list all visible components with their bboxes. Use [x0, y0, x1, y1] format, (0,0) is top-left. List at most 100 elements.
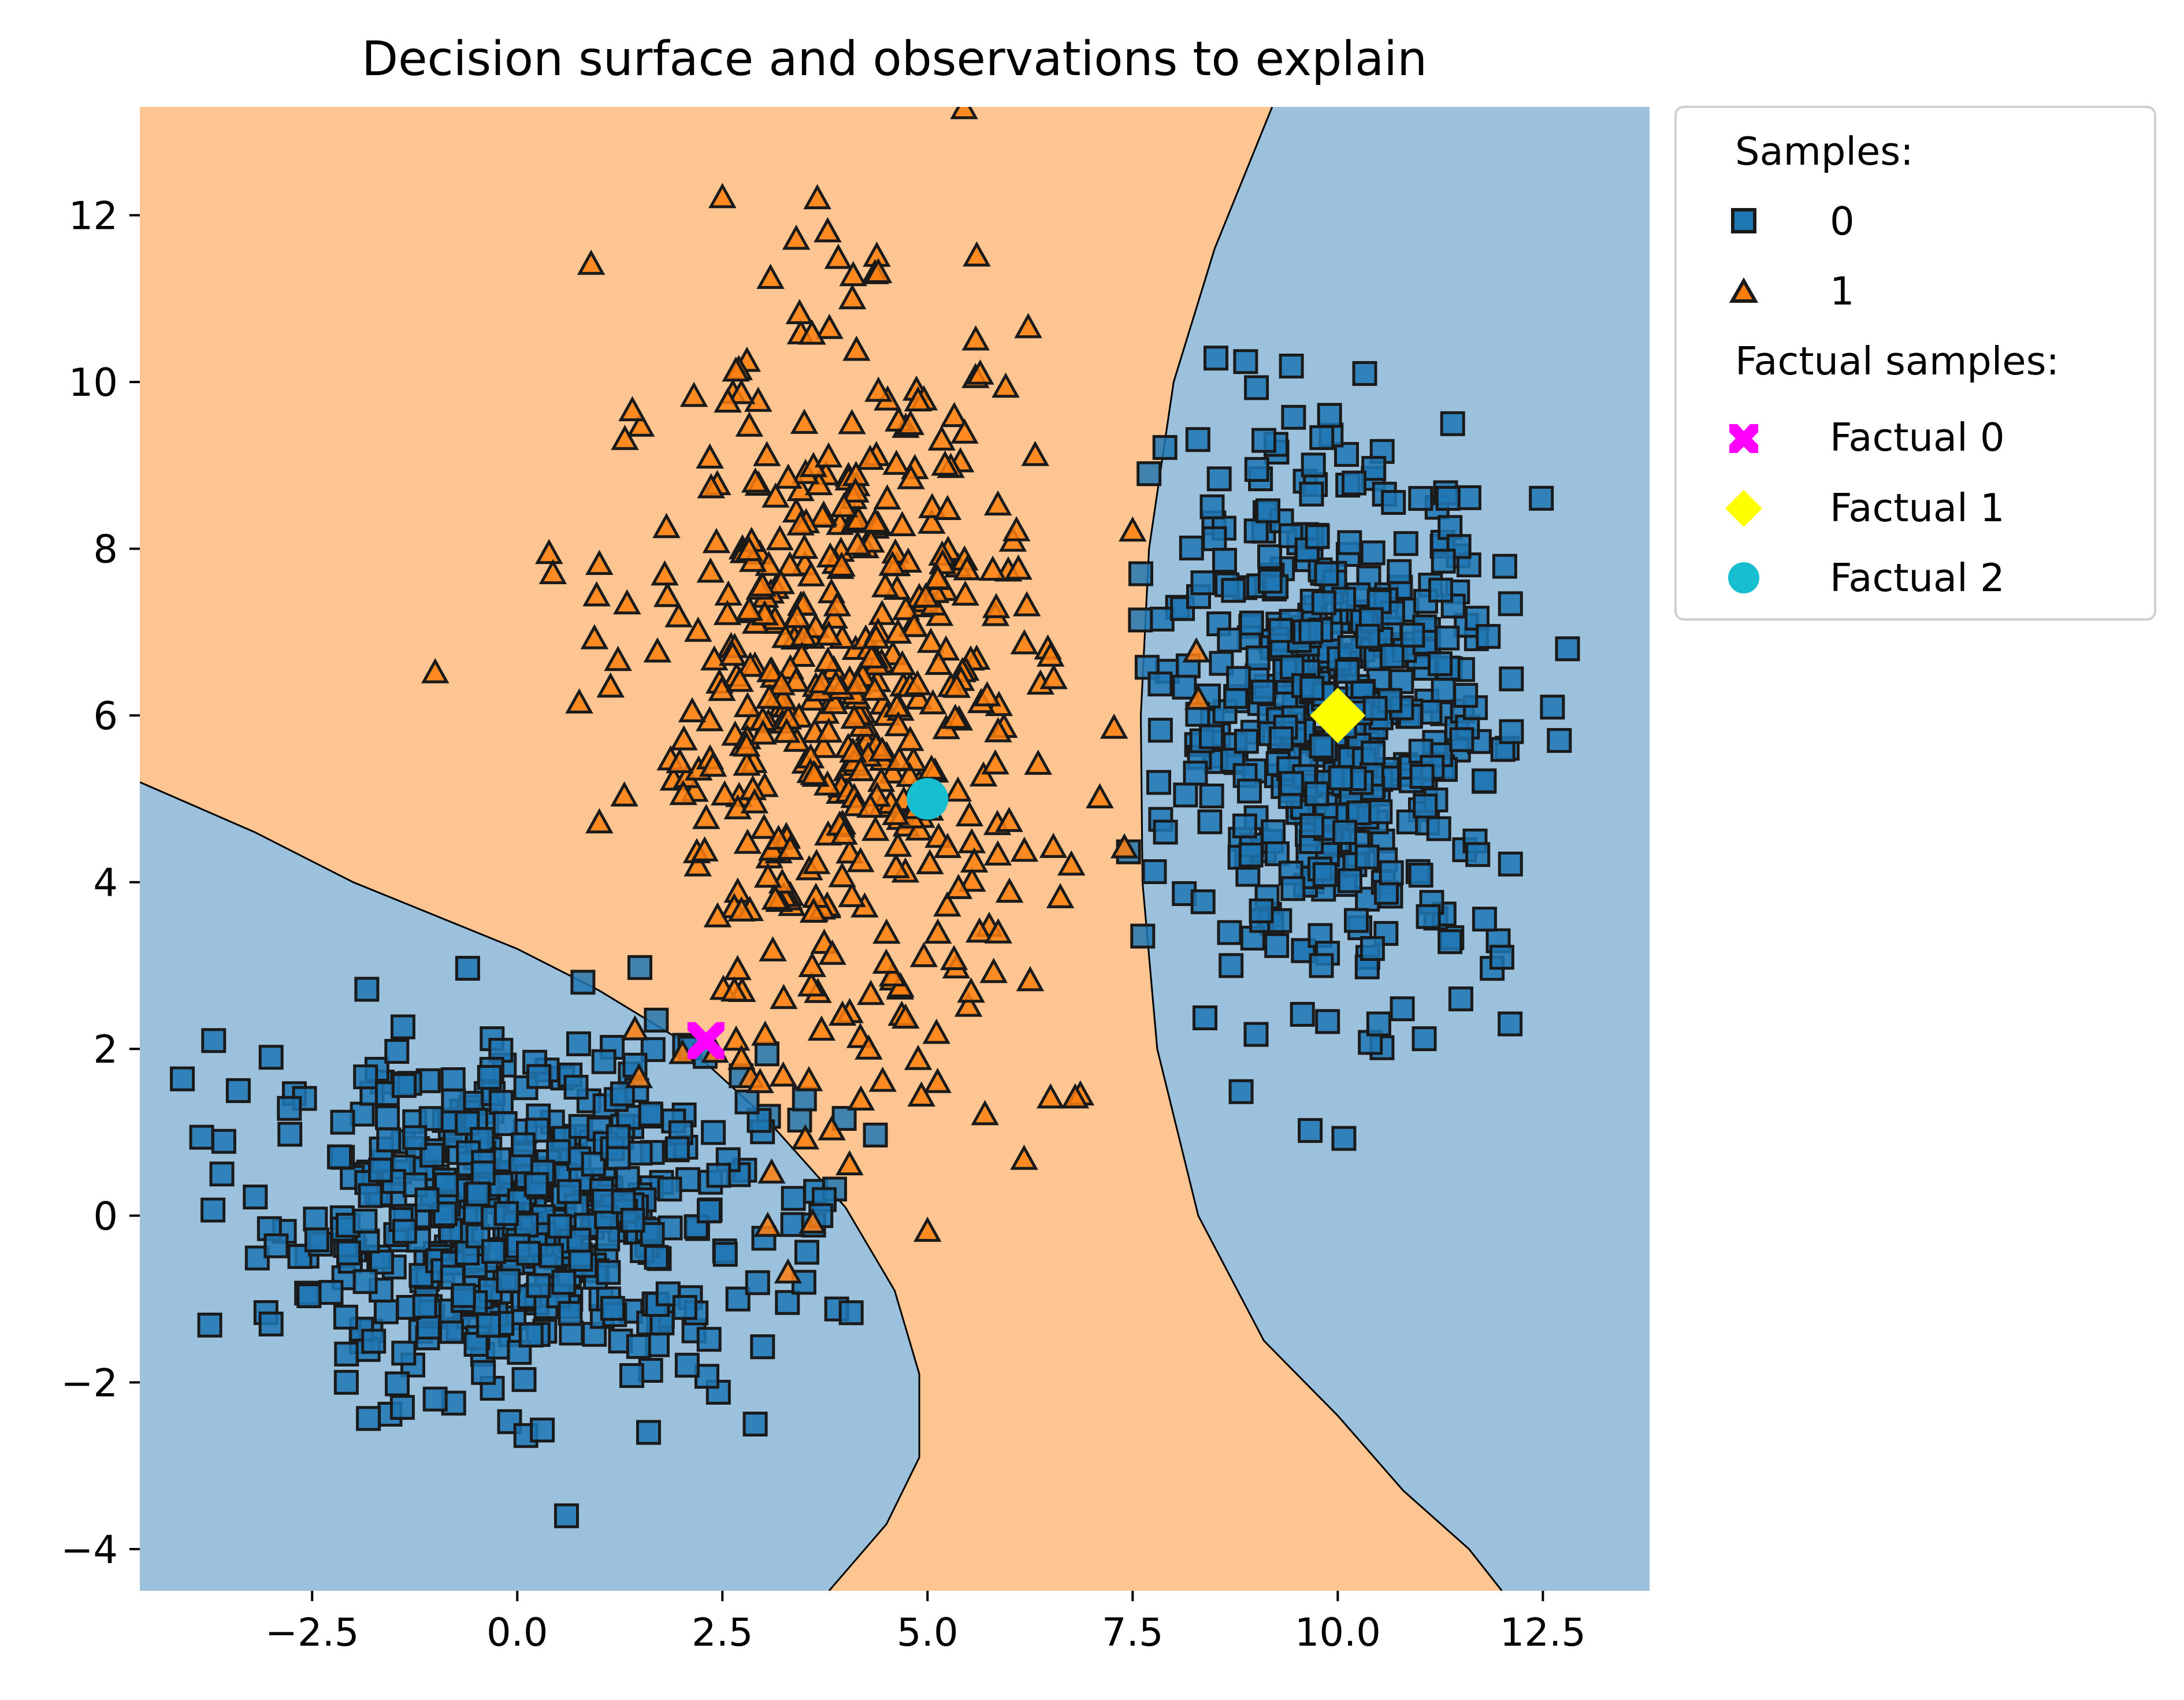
data-point-series-0 — [353, 1064, 378, 1090]
data-point-series-1 — [995, 807, 1023, 832]
data-point-series-1 — [830, 819, 858, 845]
data-point-series-0 — [1251, 428, 1276, 453]
data-point-series-1 — [933, 495, 962, 520]
data-point-series-0 — [1257, 569, 1283, 594]
data-point-series-1 — [885, 745, 913, 771]
data-point-series-0 — [1199, 494, 1225, 519]
data-point-series-1 — [815, 717, 843, 743]
data-point-series-1 — [1039, 833, 1068, 858]
legend-label-factual-2: Factual 2 — [1830, 555, 2005, 600]
data-point-series-1 — [757, 1158, 786, 1184]
data-point-series-1 — [966, 359, 994, 385]
data-point-series-0 — [1440, 593, 1466, 619]
data-point-series-0 — [1301, 452, 1326, 478]
data-point-series-1 — [797, 561, 826, 587]
data-point-series-1 — [896, 762, 924, 787]
data-point-series-1 — [1057, 850, 1086, 876]
data-point-series-0 — [1309, 425, 1335, 450]
data-point-series-0 — [1217, 628, 1242, 653]
data-point-series-0 — [657, 1176, 682, 1202]
data-point-series-0 — [376, 1127, 402, 1153]
data-point-series-1 — [764, 825, 793, 850]
data-point-series-1 — [830, 492, 859, 518]
plot-area — [140, 107, 1650, 1591]
data-point-series-0 — [1540, 695, 1565, 720]
data-point-series-0 — [794, 1239, 819, 1265]
data-point-series-1 — [839, 737, 867, 763]
data-point-series-1 — [884, 711, 912, 737]
data-point-series-1 — [984, 918, 1012, 944]
data-point-series-0 — [375, 1105, 400, 1130]
data-point-series-1 — [846, 1085, 875, 1111]
data-point-series-1 — [939, 945, 968, 970]
data-point-series-1 — [798, 319, 826, 345]
data-point-series-0 — [554, 1503, 579, 1528]
data-point-series-1 — [924, 649, 953, 675]
data-point-series-1 — [868, 736, 897, 762]
data-point-series-1 — [878, 961, 907, 987]
data-point-series-0 — [1226, 666, 1251, 691]
data-point-series-0 — [439, 1319, 464, 1344]
data-point-series-1 — [735, 411, 764, 437]
data-point-series-1 — [953, 555, 982, 581]
data-point-series-0 — [243, 1185, 268, 1209]
data-point-series-1 — [896, 725, 924, 751]
data-point-series-0 — [1315, 1009, 1340, 1034]
data-point-series-0 — [1130, 923, 1156, 949]
data-point-series-1 — [1037, 1083, 1065, 1109]
data-point-series-1 — [733, 750, 761, 776]
data-point-series-1 — [755, 683, 783, 709]
data-point-series-1 — [618, 396, 647, 421]
data-point-series-1 — [580, 623, 609, 649]
data-point-series-0 — [465, 1181, 491, 1207]
data-point-series-1 — [740, 788, 769, 814]
data-point-series-0 — [526, 1064, 552, 1089]
data-point-series-0 — [1440, 411, 1465, 436]
data-point-series-0 — [570, 970, 596, 995]
data-point-series-1 — [621, 1015, 649, 1041]
data-point-series-1 — [816, 542, 845, 567]
data-point-series-1 — [916, 849, 944, 874]
data-point-series-1 — [888, 650, 916, 675]
data-point-series-1 — [626, 411, 655, 437]
data-point-series-1 — [882, 800, 910, 825]
data-point-series-1 — [878, 550, 907, 576]
data-point-series-1 — [1012, 591, 1041, 617]
y-tick-label: −2 — [61, 1360, 118, 1405]
data-point-series-1 — [927, 425, 956, 451]
data-point-series-0 — [1206, 466, 1232, 492]
data-point-series-0 — [488, 1090, 514, 1115]
data-point-series-0 — [1499, 719, 1524, 744]
data-point-series-0 — [258, 1311, 284, 1337]
data-point-series-0 — [1257, 544, 1282, 569]
data-point-series-0 — [189, 1124, 214, 1150]
data-point-series-0 — [787, 1107, 812, 1133]
data-point-series-0 — [1190, 570, 1216, 596]
data-point-series-0 — [1428, 577, 1453, 603]
data-point-series-0 — [1529, 485, 1554, 511]
data-point-series-1 — [651, 560, 679, 586]
data-point-series-0 — [441, 1088, 466, 1113]
data-point-series-1 — [710, 780, 739, 806]
data-point-series-0 — [1190, 889, 1216, 915]
y-tick-label: 10 — [69, 360, 118, 405]
data-point-series-1 — [1110, 833, 1139, 859]
data-point-series-1 — [684, 851, 712, 877]
data-point-series-0 — [1431, 548, 1456, 574]
data-point-series-1 — [748, 571, 777, 597]
data-point-series-0 — [392, 1219, 417, 1244]
data-point-series-0 — [1387, 559, 1412, 584]
data-point-series-1 — [666, 748, 694, 774]
data-point-series-0 — [1153, 819, 1178, 845]
data-point-series-0 — [485, 1334, 511, 1360]
data-point-series-0 — [303, 1207, 328, 1232]
legend-marker-factual-2 — [1728, 562, 1759, 593]
data-point-series-0 — [1446, 534, 1472, 559]
data-point-series-0 — [263, 1233, 289, 1259]
data-point-series-1 — [697, 473, 726, 499]
data-point-series-1 — [577, 249, 606, 275]
data-point-series-1 — [696, 557, 725, 583]
data-point-series-0 — [1379, 860, 1404, 885]
data-point-series-1 — [909, 942, 938, 967]
data-point-series-1 — [950, 107, 978, 120]
